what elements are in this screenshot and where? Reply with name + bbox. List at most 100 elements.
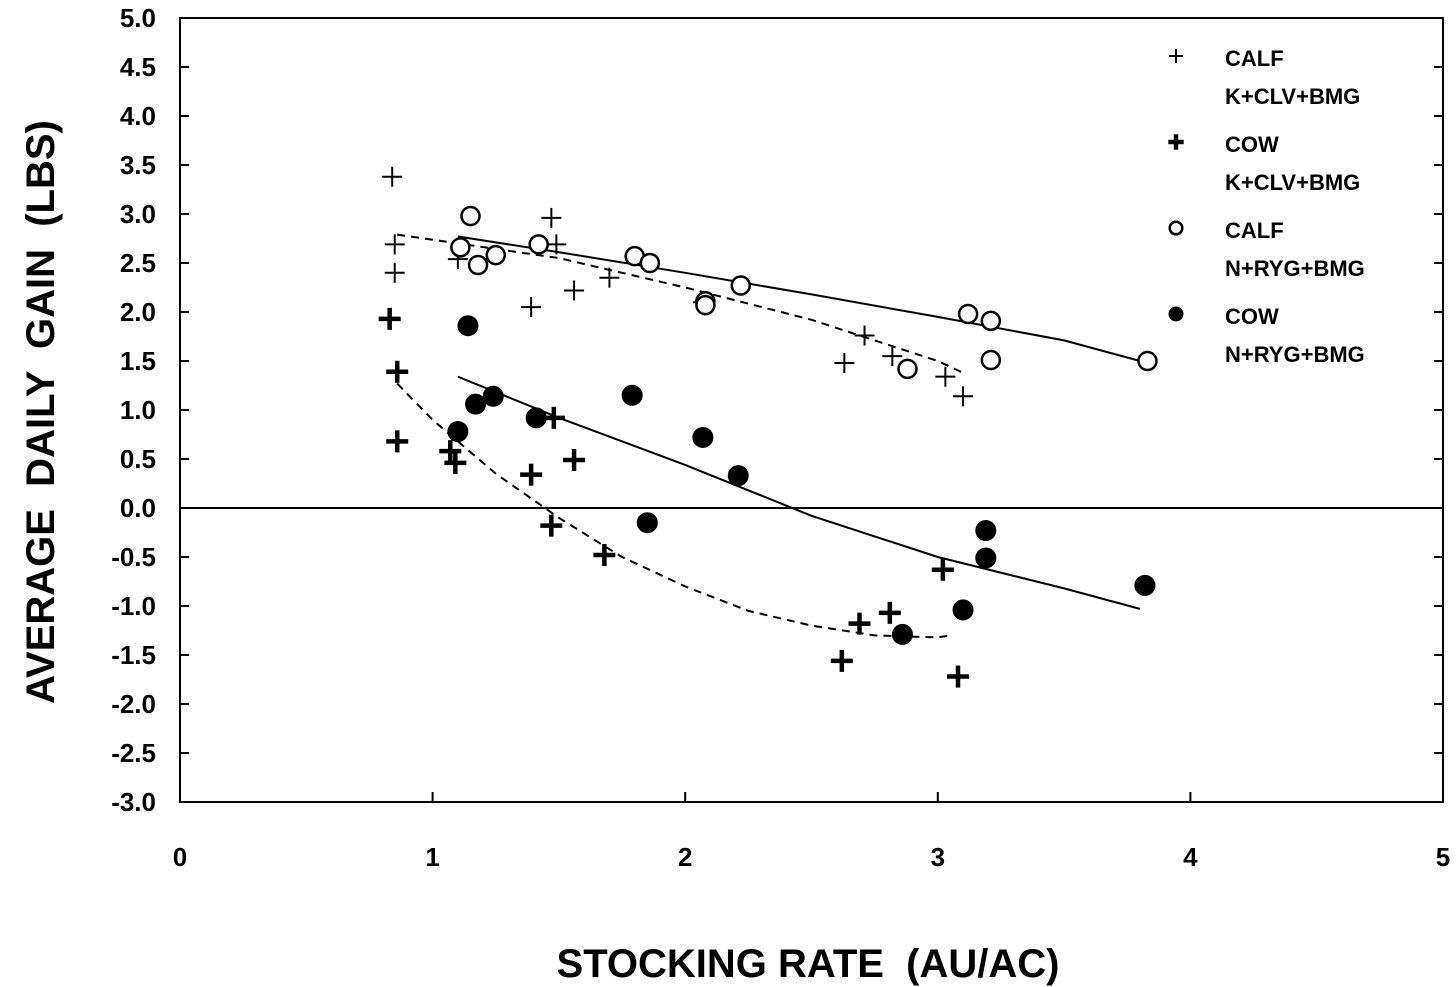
fit-line-series-4 [457, 375, 1141, 610]
data-point-series-2 [947, 665, 970, 688]
y-tick-label: -1.0 [111, 591, 156, 621]
x-tick-label: 5 [1436, 842, 1450, 872]
data-point-series-2 [830, 649, 853, 672]
data-point-series-1 [384, 262, 405, 283]
y-tick-label: 2.5 [120, 248, 156, 278]
y-tick-label: 5.0 [120, 3, 156, 33]
data-point-series-1 [521, 297, 542, 318]
y-tick-label: -3.0 [111, 787, 156, 817]
y-tick-label: 2.0 [120, 297, 156, 327]
y-axis-title: AVERAGE DAILY GAIN (LBS) [19, 120, 63, 704]
x-axis-title: STOCKING RATE (AU/AC) [557, 942, 1060, 986]
y-tick-label: 4.5 [120, 52, 156, 82]
legend-sublabel-series-4: N+RYG+BMG [1225, 342, 1365, 367]
data-point-series-4 [952, 599, 974, 621]
data-point-series-4 [465, 393, 487, 415]
x-axis-ticks: 0 1 2 3 4 5 [173, 792, 1450, 872]
data-point-series-2 [878, 601, 901, 624]
y-tick-label: -2.0 [111, 689, 156, 719]
legend-sublabel-series-3: N+RYG+BMG [1225, 256, 1365, 281]
data-point-series-1 [882, 346, 903, 367]
data-point-series-2 [520, 463, 543, 486]
x-tick-label: 2 [678, 842, 692, 872]
y-tick-label: 1.5 [120, 346, 156, 376]
data-point-series-3 [980, 310, 1002, 332]
data-point-series-4 [621, 384, 643, 406]
legend-marker-series-2 [1168, 134, 1184, 150]
data-point-series-1 [854, 325, 875, 346]
fit-line-series-3 [457, 235, 1148, 364]
data-point-series-3 [450, 237, 471, 258]
fit-line-series-2 [396, 382, 951, 639]
data-point-series-2 [386, 430, 409, 453]
data-point-series-3 [528, 234, 549, 255]
data-point-series-3 [639, 252, 661, 274]
data-point-series-1 [834, 352, 855, 373]
data-point-series-2 [540, 514, 563, 537]
data-point-series-1 [541, 207, 562, 228]
y-tick-label: 4.0 [120, 101, 156, 131]
data-point-series-3 [485, 244, 506, 266]
data-point-series-3 [460, 205, 481, 227]
y-tick-label: -2.5 [111, 738, 156, 768]
data-point-series-1 [935, 366, 956, 387]
legend-marker-series-1 [1169, 49, 1183, 63]
data-point-series-1 [546, 234, 567, 255]
fit-lines [396, 233, 1148, 639]
legend-label-series-2: COW [1225, 132, 1279, 157]
data-point-series-4 [975, 547, 997, 569]
data-point-series-4 [975, 520, 997, 542]
data-point-series-4 [692, 426, 714, 448]
data-point-series-1 [384, 234, 405, 255]
y-axis-ticks: 5.0 4.5 4.0 3.5 3.0 2.5 2.0 1.5 1.0 0.5 0.0 -0.5 -1.… [111, 3, 1443, 817]
legend-label-series-3: CALF [1225, 218, 1284, 243]
data-point-series-4 [482, 385, 504, 407]
data-point-series-2 [386, 360, 409, 383]
data-point-series-2 [439, 440, 462, 463]
x-tick-label: 4 [1183, 842, 1198, 872]
data-points [378, 166, 1158, 688]
data-point-series-2 [593, 544, 616, 567]
data-point-series-2 [378, 307, 401, 330]
data-point-series-1 [382, 166, 403, 187]
data-point-series-3 [980, 349, 1002, 371]
data-point-series-1 [564, 280, 585, 301]
data-point-series-2 [444, 451, 467, 474]
y-tick-label: -1.5 [111, 640, 156, 670]
y-tick-label: 3.0 [120, 199, 156, 229]
data-point-series-3 [957, 303, 979, 325]
data-point-series-3 [897, 358, 918, 380]
y-tick-label: 1.0 [120, 395, 156, 425]
y-tick-label: 0.5 [120, 444, 156, 474]
data-point-series-2 [931, 558, 954, 581]
y-tick-label: 0.0 [120, 493, 156, 523]
x-tick-label: 3 [931, 842, 945, 872]
legend: CALF K+CLV+BMG COW K+CLV+BMG CALF N+RYG+BMG CO… [1168, 46, 1365, 367]
data-point-series-4 [525, 407, 547, 429]
data-point-series-4 [891, 623, 913, 645]
fit-line-series-1 [397, 233, 964, 374]
data-point-series-3 [695, 294, 716, 316]
data-point-series-3 [1137, 350, 1158, 372]
data-point-series-4 [1134, 574, 1156, 596]
data-point-series-3 [730, 275, 752, 296]
x-tick-label: 0 [173, 842, 187, 872]
data-point-series-2 [848, 612, 871, 635]
data-point-series-4 [447, 421, 469, 443]
data-point-series-4 [636, 512, 658, 534]
legend-sublabel-series-1: K+CLV+BMG [1225, 84, 1360, 109]
legend-label-series-1: CALF [1225, 46, 1284, 71]
data-point-series-1 [953, 386, 974, 407]
data-point-series-4 [727, 465, 749, 487]
data-point-series-1 [599, 267, 620, 288]
legend-sublabel-series-2: K+CLV+BMG [1225, 170, 1360, 195]
data-point-series-2 [563, 448, 586, 471]
y-tick-label: 3.5 [120, 150, 156, 180]
legend-marker-series-3 [1168, 220, 1184, 236]
y-tick-label: -0.5 [111, 542, 156, 572]
legend-marker-series-4 [1168, 306, 1184, 322]
data-point-series-4 [457, 315, 479, 337]
x-tick-label: 1 [425, 842, 439, 872]
legend-label-series-4: COW [1225, 304, 1279, 329]
